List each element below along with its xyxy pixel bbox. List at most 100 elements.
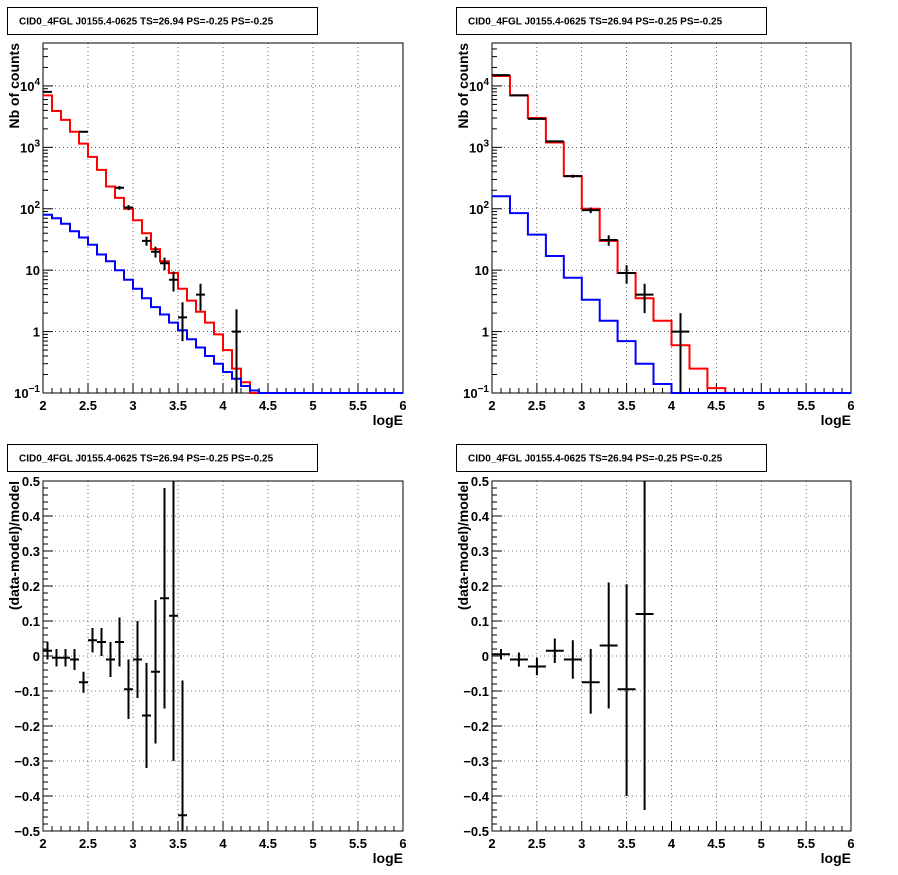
data-point — [124, 659, 133, 719]
data-point — [97, 628, 106, 656]
x-tick-label: 5 — [758, 836, 765, 851]
data-point — [563, 640, 582, 679]
data-point — [160, 257, 169, 271]
data-point — [635, 283, 654, 314]
y-tick-label: −0.2 — [14, 719, 40, 734]
chart-panel-bottom-left: CID0_4FGL J0155.4-0625 TS=26.94 PS=-0.25… — [6, 444, 407, 866]
x-tick-label: 5 — [309, 836, 316, 851]
model-series-1 — [43, 213, 403, 394]
data-point — [124, 205, 133, 211]
x-tick-label: 2 — [488, 836, 495, 851]
y-axis-title: Nb of counts — [455, 43, 471, 129]
x-tick-label: 3 — [578, 836, 585, 851]
x-tick-label: 5.5 — [349, 398, 367, 413]
data-point — [599, 582, 618, 709]
data-point — [115, 186, 124, 190]
y-tick-label: −0.4 — [14, 789, 40, 804]
x-tick-label: 4.5 — [259, 836, 277, 851]
data-point — [160, 488, 169, 709]
data-point — [52, 649, 61, 667]
data-point — [492, 649, 510, 660]
x-tick-label: 6 — [399, 398, 406, 413]
x-tick-label: 4.5 — [707, 398, 725, 413]
x-tick-label: 2.5 — [528, 836, 546, 851]
chart-panel-top-right: CID0_4FGL J0155.4-0625 TS=26.94 PS=-0.25… — [455, 7, 855, 428]
x-tick-label: 3 — [129, 836, 136, 851]
data-point — [509, 652, 528, 667]
x-tick-label: 2 — [39, 836, 46, 851]
data-point — [617, 584, 636, 796]
data-point — [563, 174, 582, 178]
y-tick-label: 1 — [33, 325, 40, 340]
x-axis-title: logE — [821, 850, 851, 866]
y-tick-label: 102 — [20, 200, 40, 217]
data-point — [232, 309, 241, 393]
x-tick-label: 5.5 — [797, 398, 815, 413]
data-point — [151, 246, 160, 258]
chart-panel-top-left: CID0_4FGL J0155.4-0625 TS=26.94 PS=-0.25… — [6, 7, 407, 428]
y-tick-label: 10 — [475, 263, 489, 278]
data-point — [79, 671, 88, 693]
data-point — [151, 600, 160, 744]
y-tick-label: 10−1 — [463, 384, 489, 401]
chart-title: CID0_4FGL J0155.4-0625 TS=26.94 PS=-0.25… — [19, 454, 274, 465]
y-tick-label: 103 — [20, 138, 40, 155]
data-point — [617, 265, 636, 284]
x-tick-label: 2 — [39, 398, 46, 413]
x-tick-label: 3.5 — [169, 836, 187, 851]
y-axis-title: (data-model)/model — [455, 481, 471, 610]
x-tick-label: 4 — [668, 398, 676, 413]
x-tick-label: 3.5 — [618, 836, 636, 851]
data-point — [43, 90, 52, 93]
x-tick-label: 6 — [847, 398, 854, 413]
data-point — [142, 663, 151, 768]
y-tick-label: 1 — [482, 325, 489, 340]
y-tick-label: 0.5 — [22, 474, 40, 489]
y-tick-label: −0.1 — [463, 684, 489, 699]
y-tick-label: 0.3 — [471, 544, 489, 559]
data-point — [178, 302, 187, 342]
x-tick-label: 2.5 — [79, 398, 97, 413]
y-tick-label: 0.4 — [22, 509, 41, 524]
y-tick-label: 0.3 — [22, 544, 40, 559]
y-tick-label: 0 — [482, 649, 489, 664]
y-tick-label: −0.5 — [463, 824, 489, 839]
x-tick-label: 2.5 — [79, 836, 97, 851]
data-point — [79, 130, 88, 133]
data-point — [527, 117, 546, 120]
y-tick-label: 102 — [469, 200, 489, 217]
data-point — [88, 628, 97, 653]
y-tick-label: 0.1 — [22, 614, 40, 629]
data-point — [133, 621, 142, 698]
chart-title-box — [7, 444, 318, 472]
data-point — [599, 235, 618, 246]
y-tick-label: 104 — [469, 77, 489, 94]
chart-title-box — [456, 7, 767, 35]
x-tick-label: 2 — [488, 398, 495, 413]
data-point — [61, 649, 70, 667]
y-tick-label: 0.4 — [471, 509, 490, 524]
x-tick-label: 6 — [399, 836, 406, 851]
x-tick-label: 6 — [847, 836, 854, 851]
y-tick-label: 10 — [26, 263, 40, 278]
x-tick-label: 5.5 — [349, 836, 367, 851]
y-tick-label: 10−1 — [14, 384, 40, 401]
model-series-1 — [492, 195, 851, 394]
data-point — [509, 94, 528, 97]
y-tick-label: 0.5 — [471, 474, 489, 489]
x-axis-title: logE — [373, 412, 403, 428]
y-tick-label: −0.5 — [14, 824, 40, 839]
data-point — [169, 271, 178, 292]
data-point — [671, 313, 690, 393]
chart-panel-bottom-right: CID0_4FGL J0155.4-0625 TS=26.94 PS=-0.25… — [455, 444, 855, 866]
chart-title-box — [456, 444, 767, 472]
chart-title: CID0_4FGL J0155.4-0625 TS=26.94 PS=-0.25… — [468, 454, 723, 465]
x-tick-label: 3 — [129, 398, 136, 413]
y-tick-label: 103 — [469, 138, 489, 155]
data-point — [196, 283, 205, 311]
y-tick-label: −0.4 — [463, 789, 489, 804]
y-tick-label: −0.3 — [14, 754, 40, 769]
x-tick-label: 4 — [668, 836, 676, 851]
data-point — [106, 642, 115, 677]
